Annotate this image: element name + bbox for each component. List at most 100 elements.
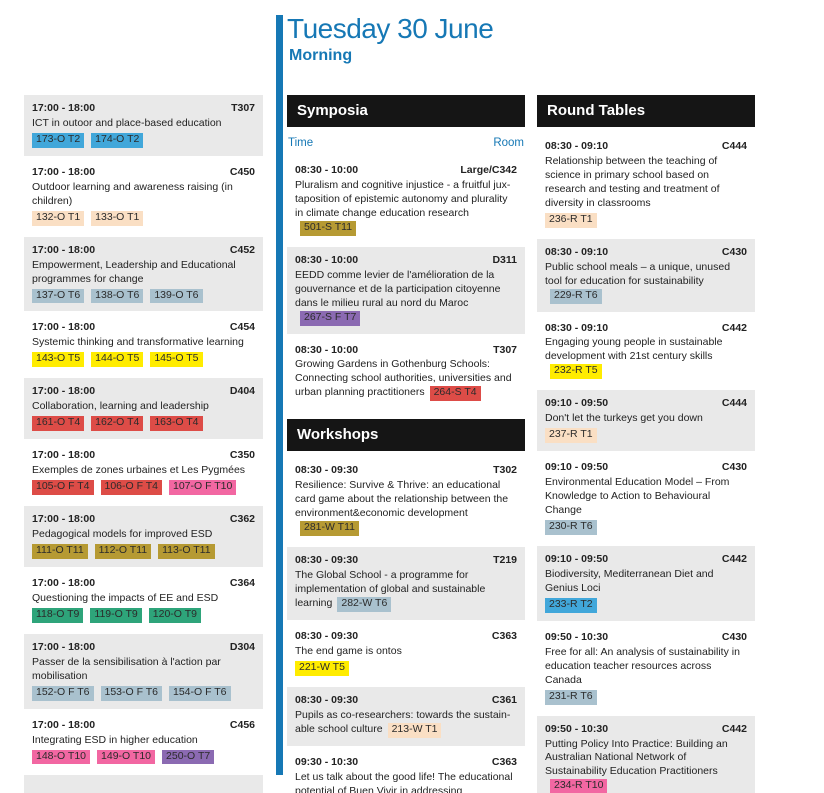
session-room: C442 — [721, 321, 747, 334]
session-item-body: Public school meals – a unique, unused t… — [545, 261, 747, 304]
session-item: 09:30 - 10:30 C363 Let us talk about the g… — [287, 749, 525, 793]
paper-tag: 148-O T10 — [32, 749, 91, 765]
session-item-body: Growing Gardens in Gothenburg Schools: C… — [295, 358, 517, 402]
session-item: 08:30 - 10:00 Large/C342 Pluralism and cog… — [287, 157, 525, 244]
session-item-body: Passer de la sensibilisation à l'action … — [32, 656, 255, 684]
paper-tag: 112-O T11 — [94, 543, 152, 559]
session-item-head: 17:00 - 18:00 T307 — [32, 102, 255, 116]
session-time: 17:00 - 18:00 — [32, 449, 96, 462]
session-title: The end game is ontos — [295, 644, 402, 657]
session-time: 17:00 - 18:00 — [32, 165, 96, 178]
session-item-head: 09:10 - 09:50 C444 — [545, 397, 747, 411]
session-time: 08:30 - 09:10 — [545, 321, 609, 334]
session-item-body: Relationship between the teaching of sci… — [545, 155, 747, 211]
paper-tag: 173-O T2 — [32, 132, 85, 148]
session-item-head: 17:00 - 18:00 C452 — [32, 244, 255, 258]
session-item-body: Pedagogical models for improved ESD — [32, 528, 255, 542]
session-title: Questioning the impacts of EE and ESD — [32, 591, 219, 604]
session-item-body: Exemples de zones urbaines et Les Pygmée… — [32, 464, 255, 478]
session-item: 08:30 - 09:10 C442 Engaging young people i… — [537, 315, 755, 388]
paper-tag: 250-O T7 — [162, 749, 215, 765]
page-subtitle: Morning — [289, 47, 353, 64]
session-title: Systemic thinking and transformative lea… — [32, 336, 244, 349]
session-time: 09:30 - 10:30 — [295, 755, 359, 768]
paper-tag: 281-W T11 — [300, 521, 359, 537]
session-title: Outdoor learning and awareness raising (… — [32, 180, 233, 207]
paper-tag: 145-O T5 — [150, 352, 203, 368]
session-room: C363 — [491, 755, 517, 768]
session-item-body: Engaging young people in sustainable dev… — [545, 336, 747, 380]
session-title: Collaboration, learning and leadership — [32, 400, 209, 413]
session-title: Relationship between the teaching of sci… — [545, 154, 720, 209]
paper-tag: 221-W T5 — [295, 660, 349, 676]
session-item-head: 08:30 - 10:00 T307 — [295, 344, 517, 358]
session-time: 09:50 - 10:30 — [545, 630, 609, 643]
paper-tag: 501-S T11 — [300, 220, 357, 236]
paper-tag: 237-R T1 — [545, 428, 597, 444]
session-item-body: Collaboration, learning and leadership — [32, 400, 255, 414]
session-room: C442 — [721, 552, 747, 565]
session-time: 17:00 - 18:00 — [32, 576, 96, 589]
session-time: 17:00 - 18:00 — [32, 385, 96, 398]
session-item-head: 17:00 - 18:00 C350 — [32, 449, 255, 463]
session-item-body: Pupils as co-researchers: towards the su… — [295, 709, 517, 738]
session-room: D311 — [492, 253, 517, 266]
session-item-head: 09:10 - 09:50 C442 — [545, 553, 747, 567]
section-header-workshops: Workshops — [287, 419, 525, 452]
session-tag-row: 148-O T10 149-O T10 250-O T7 — [32, 749, 255, 765]
session-item-head: 08:30 - 10:00 Large/C342 — [295, 164, 517, 178]
session-title: Engaging young people in sustainable dev… — [545, 336, 723, 363]
session-time: 09:10 - 09:50 — [545, 397, 609, 410]
session-room: C430 — [721, 245, 747, 258]
session-item-body: Putting Policy Into Practice: Building a… — [545, 738, 747, 793]
session-item-head: 08:30 - 09:10 C444 — [545, 140, 747, 154]
session-title: Pluralism and cognitive injustice - a fr… — [295, 178, 511, 219]
session-item-body: ICT in outoor and place-based education — [32, 117, 255, 131]
session-title: Don't let the turkeys get you down — [545, 412, 703, 425]
session-time: 08:30 - 09:30 — [295, 629, 359, 642]
session-title: Biodiversity, Mediterranean Diet and Gen… — [545, 567, 714, 594]
session-room: C350 — [229, 449, 255, 462]
session-time: 08:30 - 09:30 — [295, 464, 359, 477]
session-time: 08:30 - 10:00 — [295, 343, 359, 356]
room-column-label: Room — [493, 137, 524, 149]
paper-tag: 111-O T11 — [32, 543, 88, 559]
session-tag-row: 132-O T1 133-O T1 — [32, 210, 255, 226]
session-item-body: Free for all: An analysis of sustainabil… — [545, 646, 747, 688]
paper-tag: 213-W T1 — [387, 722, 442, 738]
session-room: C364 — [229, 576, 255, 589]
session-item: 17:00 - 18:00 T307 ICT in outoor and place… — [24, 95, 263, 156]
paper-tag: 106-O F T4 — [100, 480, 162, 496]
session-item: 09:10 - 09:50 C444 Don't let the turkeys g… — [537, 390, 755, 452]
session-item-head: 17:00 - 18:00 D304 — [32, 641, 255, 655]
session-room: C362 — [229, 513, 255, 526]
session-item-body: Don't let the turkeys get you down — [545, 412, 747, 426]
session-item-head: 08:30 - 10:00 D311 — [295, 254, 517, 268]
session-item-head: 09:30 - 10:30 C363 — [295, 756, 517, 770]
session-item-head: 08:30 - 09:10 C430 — [545, 246, 747, 260]
page-header: Tuesday 30 June Morning — [287, 13, 494, 65]
session-item-head: 08:30 - 09:30 T219 — [295, 554, 517, 568]
session-item: 17:00 - 18:00 D404 Collaboration, learning… — [24, 378, 263, 440]
session-room: C444 — [721, 397, 747, 410]
session-item: 08:30 - 10:00 D311 EEDD comme levier de l'… — [287, 246, 525, 334]
paper-tag: 233-R T2 — [545, 597, 597, 613]
session-time: 08:30 - 09:30 — [295, 693, 359, 706]
session-room: T307 — [493, 343, 517, 356]
session-title: ICT in outoor and place-based education — [32, 116, 222, 129]
paper-tag: 230-R T6 — [545, 520, 597, 535]
paper-tag: 231-R T6 — [545, 689, 597, 705]
vertical-divider — [276, 15, 283, 775]
paper-tag: 107-O F T10 — [169, 480, 237, 496]
session-title: Integrating ESD in higher education — [32, 733, 198, 746]
time-room-header: Time Room — [287, 133, 525, 157]
paper-tag: 143-O T5 — [32, 352, 85, 368]
session-tag-row: 236-R T1 — [545, 212, 747, 228]
session-item-body: Biodiversity, Mediterranean Diet and Gen… — [545, 568, 747, 596]
session-item-body: Environmental Education Model – From Kno… — [545, 476, 747, 518]
session-room: C363 — [491, 629, 517, 642]
time-column-label: Time — [288, 137, 314, 149]
session-item-head: 09:50 - 10:30 C442 — [545, 723, 747, 737]
session-item-head: 17:00 - 18:00 C364 — [32, 577, 255, 591]
session-title: Free for all: An analysis of sustainabil… — [545, 645, 740, 686]
